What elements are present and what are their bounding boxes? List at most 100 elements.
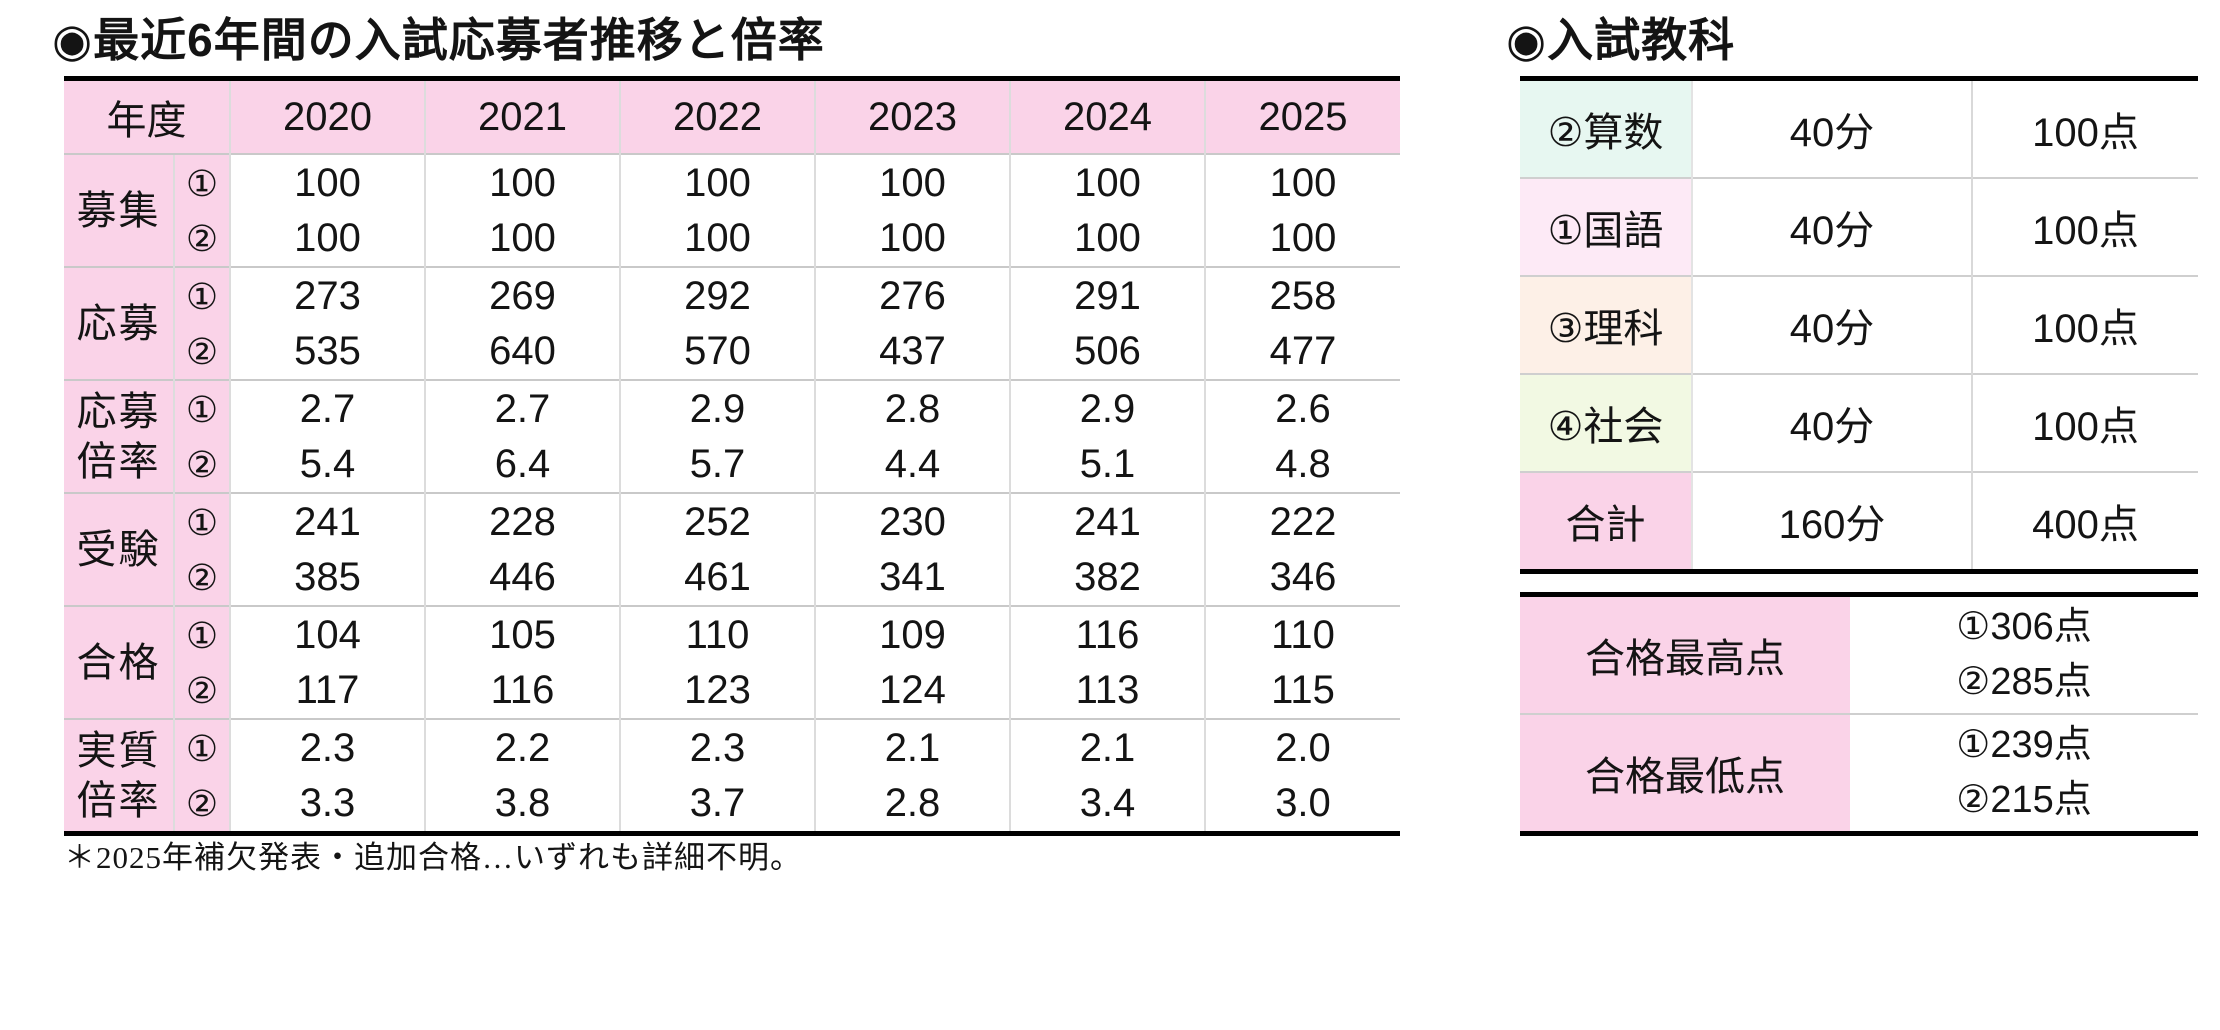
row-label-line: 募集	[76, 188, 161, 233]
subject-time-cell: 40分	[1691, 177, 1972, 276]
data-cell: 2.3 3.3	[229, 718, 425, 834]
row-label-cell: 受験	[64, 492, 174, 606]
data-cell: 2.8 4.4	[814, 379, 1010, 493]
value-line: 3.3	[299, 780, 356, 825]
value-line: 100	[684, 160, 751, 205]
value-line: 2.7	[494, 386, 551, 431]
value-line: 3.8	[494, 780, 551, 825]
value-line: 100	[1074, 215, 1141, 260]
value-line: 2.3	[299, 725, 356, 770]
subject-label-cell: ④社会	[1520, 373, 1692, 472]
year-header-cell: 2024	[1009, 78, 1205, 154]
subject-time-cell: 40分	[1691, 275, 1972, 374]
table-header-row: 年度 2020 2021 2022 2023 2024 2025	[64, 78, 1400, 154]
value-line: 100	[1074, 160, 1141, 205]
subject-points-cell: 100点	[1971, 177, 2198, 276]
value-line: 291	[1074, 273, 1141, 318]
value-line: 3.7	[689, 780, 746, 825]
row-sublabel-cell: ① ②	[173, 605, 230, 719]
value-line: 437	[879, 328, 946, 373]
value-line: 346	[1269, 554, 1337, 599]
table-row-examinees: 受験 ① ② 241 385 228 446 252 461 230 341 2…	[64, 492, 1400, 606]
data-cell: 110 115	[1204, 605, 1400, 719]
value-line: 341	[879, 554, 946, 599]
value-line: 104	[294, 612, 361, 657]
data-cell: 230 341	[814, 492, 1010, 606]
subject-points-cell: 100点	[1971, 78, 2198, 178]
value-line: 100	[294, 215, 361, 260]
score-values-block: ①306点 ②285点	[1956, 600, 2091, 710]
value-line: 535	[294, 328, 361, 373]
subject-points-cell: 100点	[1971, 373, 2198, 472]
subject-total-row: 合計 160分 400点	[1520, 471, 2198, 572]
circled-1-label: ①	[185, 501, 219, 543]
subject-time-cell: 40分	[1691, 373, 1972, 472]
row-sublabel-cell: ① ②	[173, 492, 230, 606]
value-line: 2.8	[884, 780, 941, 825]
value-line: 258	[1269, 273, 1337, 318]
right-section-title: ◉入試教科	[1506, 14, 1736, 66]
row-sublabel-cell: ① ②	[173, 153, 230, 267]
row-label-cell: 実質 倍率	[64, 718, 174, 834]
data-cell: 105 116	[424, 605, 620, 719]
value-line: 506	[1074, 328, 1141, 373]
year-header-cell: 2022	[619, 78, 815, 154]
value-line: 109	[879, 612, 946, 657]
value-line: 2.8	[884, 386, 941, 431]
value-line: 5.4	[299, 441, 356, 486]
data-cell: 2.1 3.4	[1009, 718, 1205, 834]
row-label-cell: 応募	[64, 266, 174, 380]
table-row-accepted: 合格 ① ② 104 117 105 116 110 123 109 124 1…	[64, 605, 1400, 719]
data-cell: 2.0 3.0	[1204, 718, 1400, 834]
circled-1-label: ①	[185, 727, 219, 769]
data-cell: 276 437	[814, 266, 1010, 380]
value-line: 116	[1075, 612, 1140, 657]
value-line: 252	[684, 499, 751, 544]
circled-2-label: ②	[185, 669, 219, 711]
score-value-line: ②285点	[1956, 661, 2092, 703]
value-line: 228	[489, 499, 556, 544]
value-line: 382	[1074, 554, 1141, 599]
value-line: 110	[1271, 612, 1335, 657]
subject-label-cell: ②算数	[1520, 78, 1692, 178]
subject-time-cell: 40分	[1691, 78, 1972, 178]
circled-1-label: ①	[185, 614, 219, 656]
data-cell: 100 100	[229, 153, 425, 267]
value-line: 100	[489, 215, 556, 260]
value-line: 269	[489, 273, 556, 318]
row-label-cell: 募集	[64, 153, 174, 267]
value-line: 222	[1269, 499, 1337, 544]
data-cell: 2.9 5.1	[1009, 379, 1205, 493]
value-line: 4.4	[884, 441, 941, 486]
subject-time-cell: 160分	[1691, 471, 1972, 572]
left-section-title: ◉最近6年間の入試応募者推移と倍率	[52, 14, 825, 66]
table-row-recruit: 募集 ① ② 100 100 100 100 100 100 100 100 1…	[64, 153, 1400, 267]
year-corner-cell: 年度	[64, 78, 230, 154]
score-value-line: ①306点	[1956, 606, 2092, 648]
row-sublabel-cell: ① ②	[173, 718, 230, 834]
data-cell: 100 100	[424, 153, 620, 267]
score-values-cell: ①306点 ②285点	[1850, 594, 2198, 714]
value-line: 461	[684, 554, 751, 599]
circled-1-label: ①	[185, 162, 219, 204]
data-cell: 273 535	[229, 266, 425, 380]
value-line: 2.9	[689, 386, 746, 431]
pass-scores-table: 合格最高点 ①306点 ②285点 合格最低点 ①239点 ②215点	[1520, 592, 2198, 836]
data-cell: 100 100	[619, 153, 815, 267]
row-label-line: 合格	[76, 640, 161, 685]
value-line: 113	[1075, 667, 1140, 712]
value-line: 477	[1269, 328, 1337, 373]
value-line: 2.0	[1275, 725, 1331, 770]
year-header-cell: 2023	[814, 78, 1010, 154]
data-cell: 100 100	[1204, 153, 1400, 267]
value-line: 5.7	[689, 441, 746, 486]
score-row-highest: 合格最高点 ①306点 ②285点	[1520, 594, 2198, 714]
circled-1-label: ①	[185, 388, 219, 430]
data-cell: 2.7 5.4	[229, 379, 425, 493]
row-label-line: 応募	[76, 301, 161, 346]
value-line: 640	[489, 328, 556, 373]
data-cell: 110 123	[619, 605, 815, 719]
value-line: 100	[489, 160, 556, 205]
circled-2-label: ②	[185, 556, 219, 598]
data-cell: 258 477	[1204, 266, 1400, 380]
